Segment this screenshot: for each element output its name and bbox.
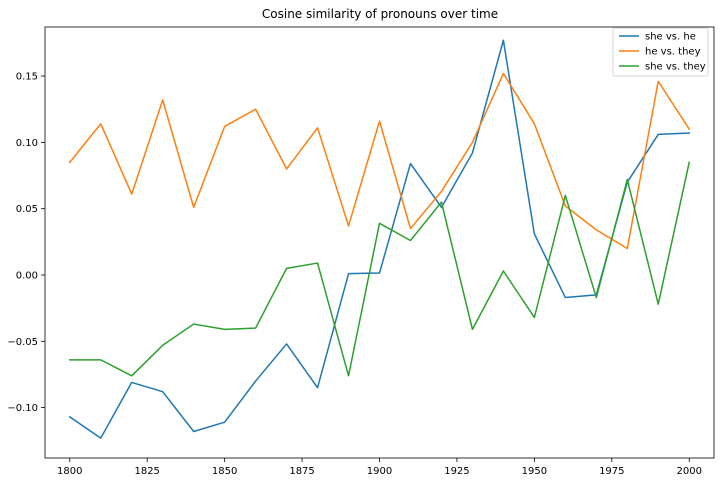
x-tick-label: 1875 xyxy=(289,466,314,477)
y-tick-label: 0.10 xyxy=(16,138,38,149)
legend-label: she vs. they xyxy=(645,62,706,73)
legend-label: he vs. they xyxy=(645,47,701,58)
legend-box xyxy=(612,27,709,77)
y-tick-label: 0.00 xyxy=(16,270,38,281)
y-tick-label: −0.10 xyxy=(7,403,38,414)
series-line-1 xyxy=(68,72,691,250)
plot-area xyxy=(44,26,715,459)
x-tick-label: 1825 xyxy=(134,466,159,477)
x-axis: 1800 1825 1850 1875 1900 1925 1950 1975 2000 xyxy=(57,458,702,477)
x-tick-label: 1900 xyxy=(367,466,392,477)
y-axis: −0.10 −0.05 0.00 0.05 0.10 0.15 xyxy=(7,72,45,414)
y-tick-label: 0.15 xyxy=(16,72,38,83)
legend: she vs. he he vs. they she vs. they xyxy=(612,27,709,77)
y-tick-label: 0.05 xyxy=(16,204,38,215)
legend-label: she vs. he xyxy=(645,32,696,43)
y-tick-label: −0.05 xyxy=(7,337,38,348)
x-tick-label: 1925 xyxy=(444,466,469,477)
x-tick-label: 1850 xyxy=(212,466,237,477)
x-tick-label: 1975 xyxy=(599,466,624,477)
series-line-0 xyxy=(68,39,691,439)
x-tick-label: 1950 xyxy=(522,466,547,477)
x-tick-label: 2000 xyxy=(676,466,701,477)
series-layer xyxy=(68,39,691,439)
chart-title: Cosine similarity of pronouns over time xyxy=(262,7,498,21)
series-line-2 xyxy=(69,161,691,377)
x-tick-label: 1800 xyxy=(57,466,82,477)
